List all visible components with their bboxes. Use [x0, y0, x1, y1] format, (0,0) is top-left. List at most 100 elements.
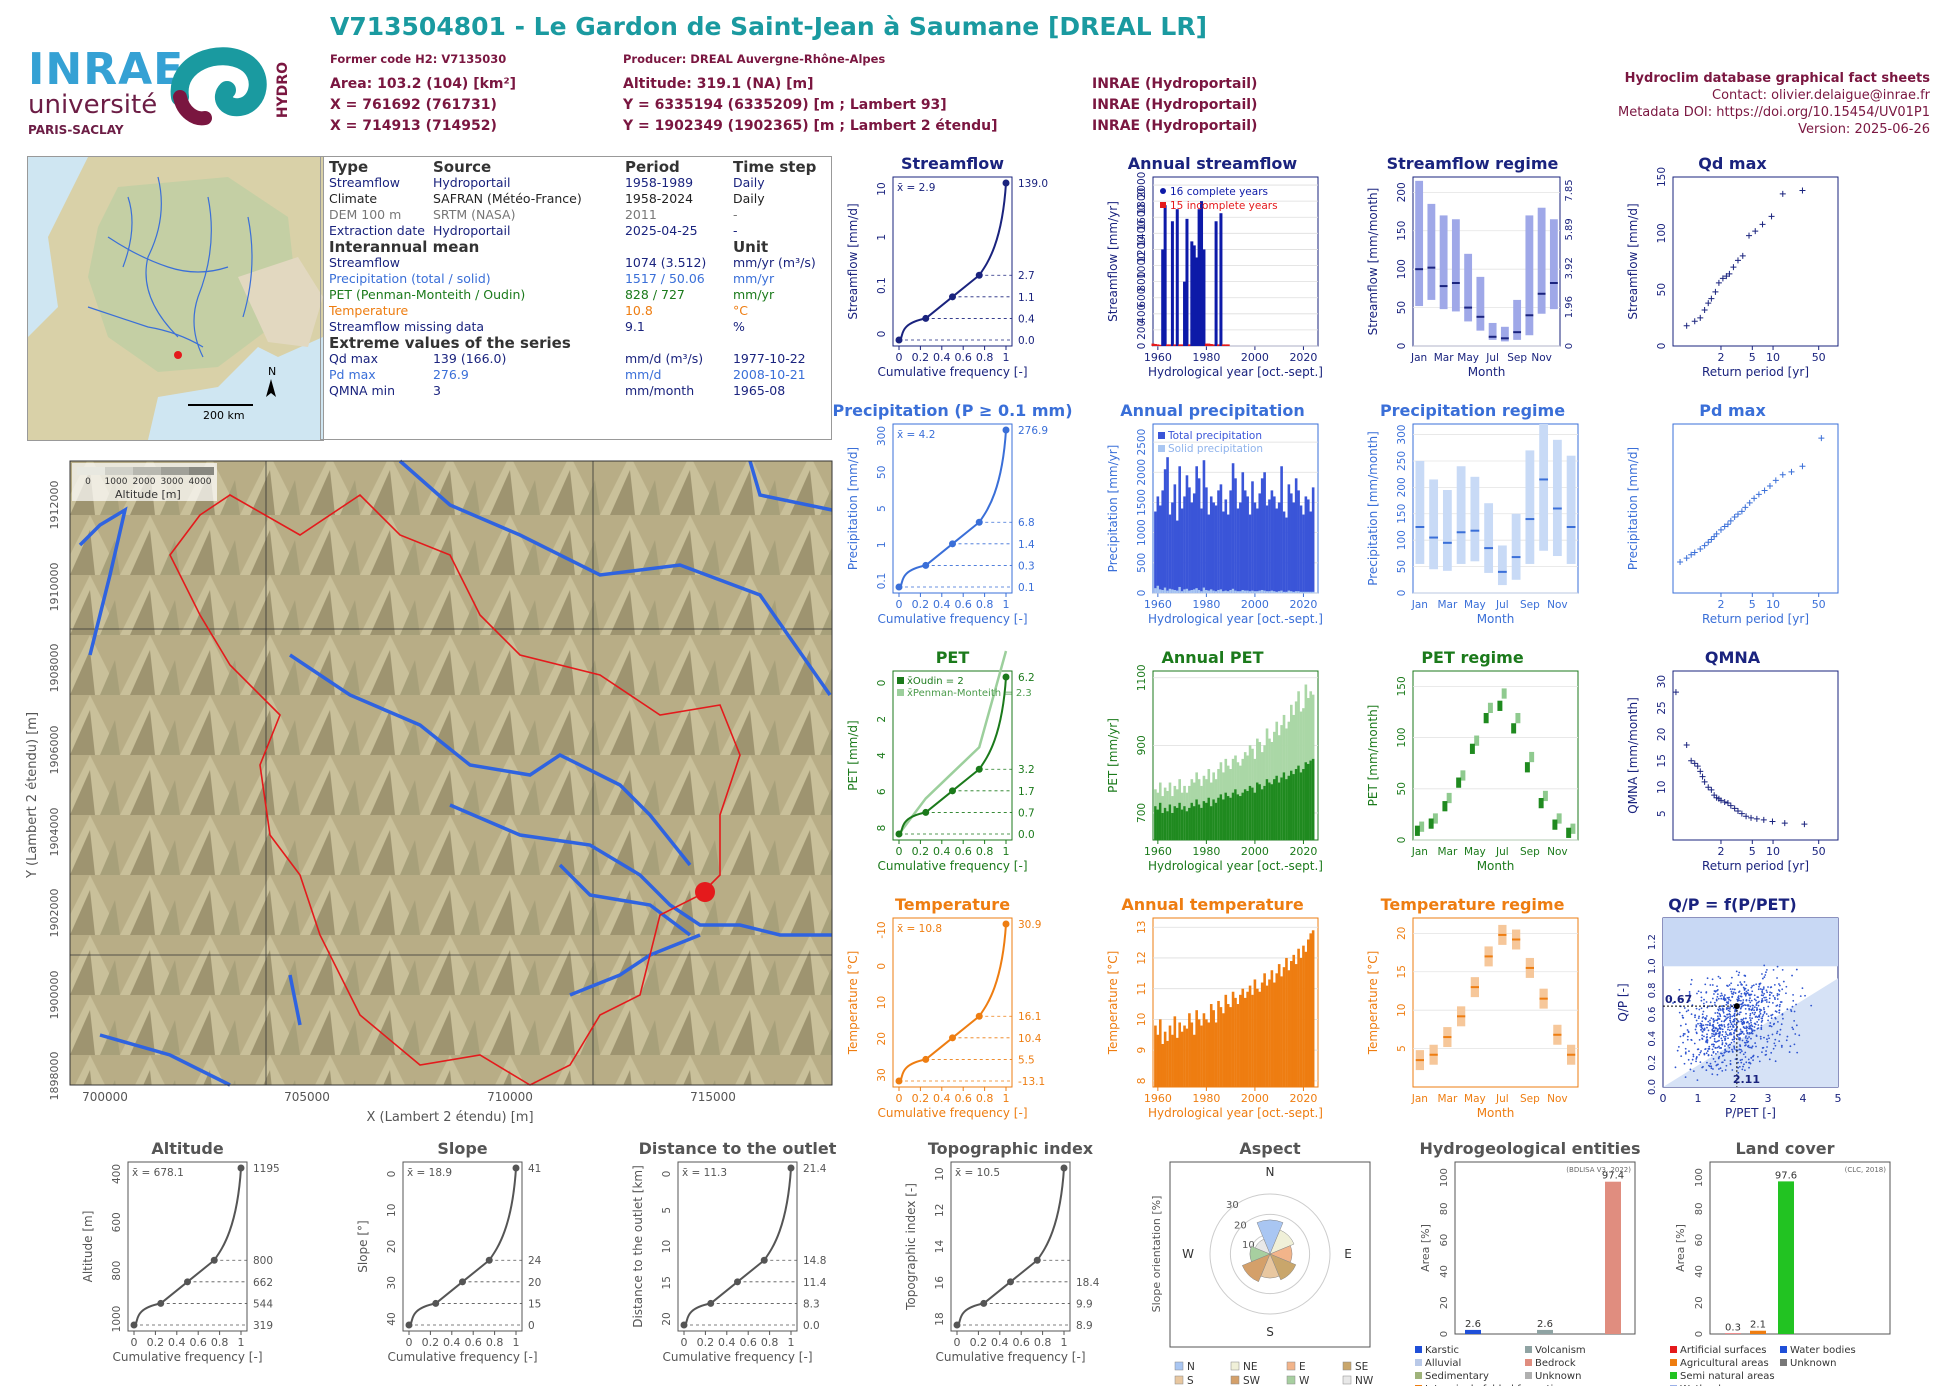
qp-point — [1744, 1044, 1747, 1046]
qp-point — [1732, 1024, 1734, 1027]
qp-point — [1706, 1038, 1709, 1041]
cell: 139 (166.0) — [432, 351, 507, 366]
cell: 2025-04-25 — [624, 223, 698, 238]
qp-point — [1724, 1038, 1727, 1040]
qp-point — [1722, 1011, 1725, 1014]
qp-point — [1740, 1061, 1743, 1064]
aspect-ring-label: 30 — [1226, 1200, 1239, 1211]
qp-point — [1711, 997, 1714, 1000]
qp-point — [1770, 1051, 1773, 1054]
qp-point — [1747, 1004, 1750, 1007]
qp-point — [1750, 1021, 1752, 1024]
qp-point — [1729, 1032, 1731, 1035]
annual-streamflow-bar — [1207, 343, 1211, 346]
land_cover-legend-marker — [1780, 1346, 1787, 1353]
annual_temperature-title: Annual temperature — [1121, 895, 1304, 914]
qp-point — [1742, 1033, 1745, 1035]
qp-point — [1731, 1048, 1733, 1051]
qp-point — [1766, 1038, 1768, 1041]
x-tick-label: 10 — [1766, 845, 1780, 858]
annual-temperature-bar — [1258, 991, 1262, 1087]
annual-pet-oudin-bar — [1197, 804, 1201, 840]
temperature-regime-box — [1525, 957, 1534, 978]
qp-point — [1684, 1076, 1687, 1079]
legend-solid: Solid precipitation — [1168, 443, 1263, 455]
qp-point — [1748, 1036, 1750, 1038]
y-tick-label: 14 — [934, 1240, 946, 1254]
x-tick-label: 0.2 — [147, 1336, 165, 1349]
annual-temperature-bar — [1231, 991, 1235, 1087]
qp-point — [1742, 1001, 1745, 1004]
legend-total: Total precipitation — [1167, 430, 1262, 442]
temperature-curve — [898, 923, 1007, 1082]
y-tick-label: 10 — [1656, 781, 1668, 794]
qp-point — [1694, 1014, 1696, 1017]
qp-point — [1695, 1007, 1698, 1010]
qp-point — [1723, 994, 1726, 996]
qp-point — [1747, 1040, 1750, 1043]
qp-point — [1685, 1010, 1688, 1013]
annual-precip-bar — [1236, 508, 1240, 593]
pd_max-point — [1766, 482, 1773, 489]
qp-point — [1724, 1045, 1726, 1047]
qp-point — [1795, 968, 1798, 971]
qp-point — [1722, 1010, 1725, 1013]
qp-point — [1687, 1030, 1690, 1033]
qp-point — [1761, 990, 1763, 993]
quantile-label: 24 — [528, 1255, 542, 1267]
annual-streamflow-bar — [1195, 257, 1199, 346]
hydro-curl-icon — [170, 47, 267, 126]
france-map: 200 km N — [28, 157, 323, 440]
streamflow_regime-plot-frame — [1412, 176, 1561, 347]
cell: mm/d (m³/s) — [624, 351, 704, 366]
aspect-frame — [1169, 1161, 1371, 1348]
qp-point — [1770, 992, 1773, 994]
qp-point — [1746, 1026, 1749, 1029]
qp-point — [1737, 1066, 1740, 1069]
annual-precip-bar — [1248, 514, 1252, 593]
qp-point — [1723, 996, 1725, 998]
temperature-quantile-point — [975, 1012, 983, 1020]
qp-point — [1694, 1014, 1697, 1017]
annual-pet-oudin-bar — [1175, 807, 1179, 840]
precipitation-chart: Precipitation (P ≥ 0.1 mm)Cumulative fre… — [832, 401, 1072, 626]
qp-point — [1733, 1035, 1736, 1038]
quantile-label: 276.9 — [1018, 425, 1048, 437]
annual-pet-oudin-bar — [1183, 806, 1186, 840]
qp-point — [1755, 983, 1758, 986]
annual-streamflow-bar — [1221, 344, 1225, 346]
qp_ppet-plot-frame — [1662, 917, 1839, 1088]
qp-point — [1752, 1004, 1755, 1007]
qp-point — [1713, 1029, 1716, 1032]
land_cover-bar-label: 2.1 — [1750, 1320, 1766, 1331]
doi-link[interactable]: Metadata DOI: https://doi.org/10.15454/U… — [1618, 105, 1930, 120]
legend-incomplete-marker — [1160, 202, 1166, 208]
annual-pet-oudin-bar — [1270, 784, 1274, 840]
precipitation-xlabel: Cumulative frequency [-] — [878, 612, 1028, 626]
qp-point — [1714, 1026, 1716, 1029]
y-tick-label: 15 — [1656, 754, 1668, 767]
distance-quantile-point — [680, 1321, 688, 1329]
qd_max-xlabel: Return period [yr] — [1702, 365, 1809, 379]
qp-point — [1697, 1022, 1699, 1025]
x-tick-label: 1 — [1003, 1092, 1010, 1105]
quantile-label: 662 — [253, 1277, 273, 1289]
annual-temperature-bar — [1217, 1000, 1220, 1087]
annual-precip-bar — [1154, 511, 1157, 593]
qp-point — [1774, 998, 1776, 1001]
contact[interactable]: Contact: olivier.delaigue@inrae.fr — [1712, 88, 1930, 103]
y-tick-label: 0.8 — [1647, 982, 1658, 998]
qp-point — [1720, 1005, 1723, 1008]
temperature-mean-label: x̄ = 10.8 — [897, 923, 942, 935]
qp-point — [1716, 989, 1718, 992]
qp-point — [1705, 1017, 1707, 1019]
qmna-point — [1727, 802, 1734, 809]
qp-point — [1758, 983, 1761, 985]
hydrogeology-bar-label: 2.6 — [1465, 1319, 1481, 1330]
y-tick-label: 1000 — [1136, 519, 1148, 546]
annual-solid-bar — [1275, 591, 1279, 593]
qp-point — [1716, 1050, 1719, 1053]
qp-point — [1697, 990, 1700, 993]
qp-point — [1756, 1008, 1759, 1011]
qp-point — [1759, 988, 1762, 990]
